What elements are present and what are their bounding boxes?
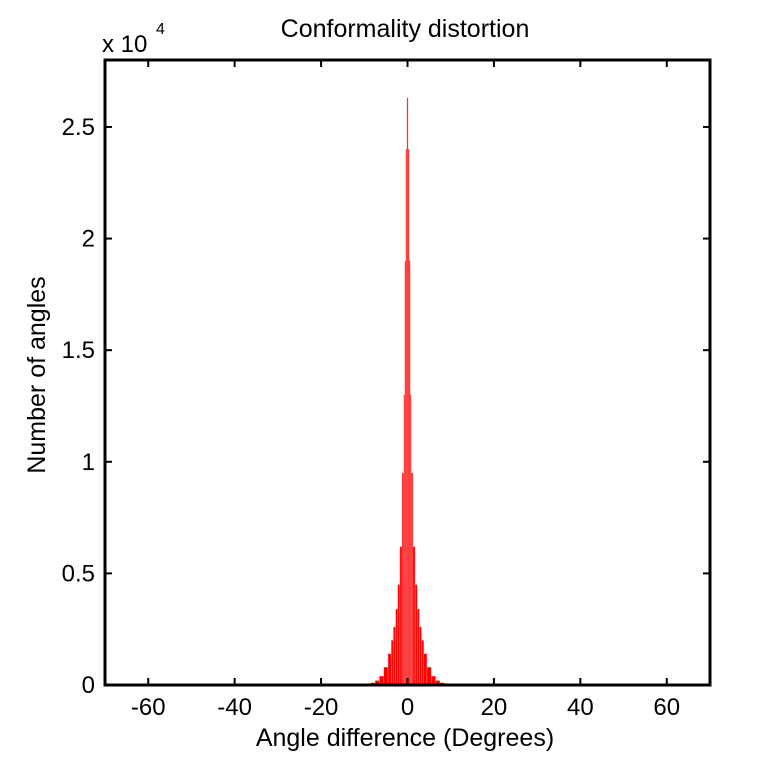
x-tick-label: 0 bbox=[401, 694, 414, 721]
y-exponent-base: x 10 bbox=[102, 31, 147, 58]
y-tick-label: 0 bbox=[82, 672, 95, 699]
y-tick-label: 1.5 bbox=[62, 337, 95, 364]
histogram-bar bbox=[411, 472, 414, 686]
y-tick-label: 2 bbox=[82, 226, 95, 253]
y-tick-label: 2.5 bbox=[62, 114, 95, 141]
y-axis-label: Number of angles bbox=[23, 276, 51, 473]
plot-frame bbox=[103, 58, 712, 687]
histogram-bar bbox=[391, 640, 394, 686]
x-tick-label: -20 bbox=[304, 694, 339, 721]
y-exponent-power: 4 bbox=[156, 21, 165, 38]
x-tick-label: 40 bbox=[567, 694, 594, 721]
histogram-bar bbox=[419, 626, 422, 686]
histogram-bar bbox=[383, 666, 389, 686]
y-tick-label: 1 bbox=[82, 449, 95, 476]
histogram-bar bbox=[414, 584, 418, 686]
histogram-bar bbox=[387, 653, 392, 686]
histogram-bar bbox=[421, 640, 424, 686]
bars-group bbox=[361, 97, 454, 686]
x-axis-label: Angle difference (Degrees) bbox=[256, 724, 554, 752]
x-tick-label: -60 bbox=[131, 694, 166, 721]
chart-title: Conformality distortion bbox=[281, 15, 530, 43]
histogram-bar bbox=[426, 666, 432, 686]
histogram-bar bbox=[417, 608, 420, 686]
y-tick-label: 0.5 bbox=[62, 560, 95, 587]
x-tick-label: 20 bbox=[481, 694, 508, 721]
histogram-bar bbox=[395, 608, 398, 686]
y-axis-exponent: x 10 4 bbox=[102, 21, 165, 58]
x-tick-label: 60 bbox=[653, 694, 680, 721]
histogram-bar bbox=[393, 626, 396, 686]
histogram-bar bbox=[423, 653, 428, 686]
histogram-bar bbox=[401, 472, 404, 686]
histogram-bar bbox=[397, 584, 401, 686]
histogram-bar bbox=[412, 546, 416, 686]
x-tick-label: -40 bbox=[217, 694, 252, 721]
histogram-bar bbox=[399, 546, 403, 686]
ticks-group: -60 -40 -20 0 20 40 60 0 0.5 1 1.5 2 2.5 bbox=[62, 60, 710, 721]
